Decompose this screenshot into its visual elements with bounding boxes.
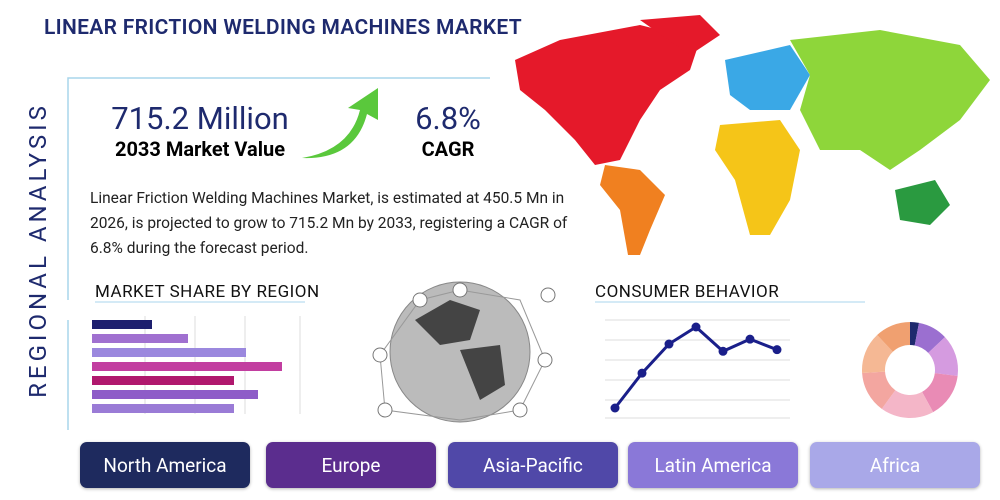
stat-value: 715.2 Million [111,100,289,137]
stat-label: CAGR [421,137,475,161]
bar [92,334,188,343]
point [664,339,674,349]
point [745,334,755,344]
stat: 6.8% CAGR [398,100,498,161]
donut [862,322,958,419]
point [691,322,701,332]
donut-segment [877,322,910,352]
bar [92,362,282,371]
region-button[interactable]: North America [80,442,250,488]
point [718,346,728,356]
side-label: REGIONAL ANALYSIS [24,102,52,398]
consumer-line [610,322,782,413]
donut-segment [881,390,934,419]
world-map [515,15,990,255]
region-button[interactable]: Asia-Pacific [448,442,618,488]
region-button[interactable]: Europe [266,442,436,488]
point [637,368,647,378]
bar [92,320,152,329]
point [772,345,782,355]
donut-segment [914,322,945,353]
donut-segment [910,322,919,346]
stat-label: 2033 Market Value [114,137,286,161]
section-title: MARKET SHARE BY REGION [95,282,320,302]
bar [92,348,246,357]
stat-value: 6.8% [415,100,481,137]
bar [92,376,234,385]
donut-segment [922,373,958,413]
donut-segment [862,335,893,374]
section-title: CONSUMER BEHAVIOR [595,282,780,302]
description: Linear Friction Welding Machines Market,… [90,189,568,257]
point [610,403,620,413]
donut-segment [928,337,958,377]
donut-segment [862,371,896,409]
market-share-bars [92,320,282,413]
stat: 715.2 Million 2033 Market Value [90,100,310,161]
bar [92,390,258,399]
region-button[interactable]: Africa [810,442,980,488]
growth-arrow [302,88,378,159]
bar [92,404,234,413]
frame [67,77,490,430]
line-grid [605,319,790,419]
globe [372,281,556,423]
region-button[interactable]: Latin America [628,442,798,488]
title: LINEAR FRICTION WELDING MACHINES MARKET [44,16,522,40]
